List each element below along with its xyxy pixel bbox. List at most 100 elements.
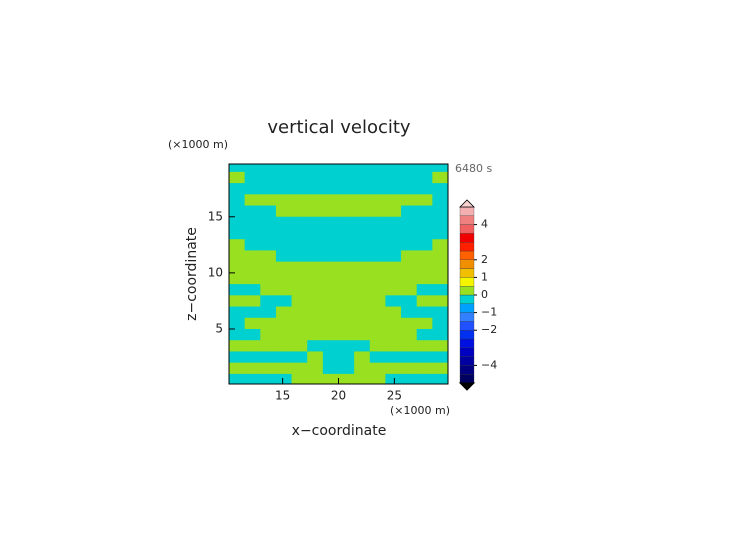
contour-cell: [338, 317, 355, 330]
contour-cell: [307, 351, 324, 364]
contour-cell: [322, 227, 339, 240]
contour-cell: [244, 284, 261, 296]
contour-cell: [369, 194, 386, 207]
contour-cell: [369, 227, 386, 240]
contour-cell: [244, 227, 261, 240]
contour-cell: [229, 317, 246, 330]
contour-cell: [275, 183, 293, 195]
contour-cell: [369, 306, 386, 319]
contour-cell: [338, 205, 355, 218]
contour-cell: [401, 239, 418, 251]
contour-cell: [385, 205, 402, 218]
contour-cell: [260, 171, 277, 184]
contour-cell: [416, 261, 433, 274]
contour-cell: [322, 164, 339, 173]
colorbar-segment: [459, 242, 475, 252]
contour-cell: [401, 362, 418, 375]
y-tick-label: 15: [208, 209, 223, 223]
contour-cell: [307, 362, 324, 375]
contour-cell: [416, 340, 433, 352]
contour-cell: [275, 317, 293, 330]
contour-cell: [275, 171, 293, 184]
contour-cell: [432, 329, 448, 341]
colorbar-segment: [459, 303, 475, 313]
contour-cell: [322, 306, 339, 319]
contour-cell: [275, 340, 293, 352]
contour-cell: [260, 194, 277, 207]
contour-cell: [291, 261, 308, 274]
contour-cell: [401, 250, 418, 263]
contour-cell: [354, 329, 371, 341]
colorbar-segment: [459, 365, 475, 375]
contour-cell: [432, 205, 448, 218]
colorbar-segment: [459, 356, 475, 366]
contour-cell: [322, 362, 339, 375]
contour-cell: [338, 373, 355, 384]
contour-cell: [307, 227, 324, 240]
contour-cell: [260, 216, 277, 229]
y-axis-label: z−coordinate: [184, 227, 200, 321]
contour-cell: [401, 171, 418, 184]
contour-cell: [432, 351, 448, 364]
contour-cell: [385, 306, 402, 319]
contour-cell: [338, 329, 355, 341]
contour-cell: [369, 183, 386, 195]
contour-cell: [338, 272, 355, 285]
contour-cell: [369, 373, 386, 384]
contour-cell: [291, 295, 308, 308]
contour-cell: [354, 284, 371, 296]
contour-cell: [401, 329, 418, 341]
contour-cell: [229, 216, 246, 229]
contour-cell: [385, 239, 402, 251]
contour-cell: [416, 205, 433, 218]
contour-cell: [385, 329, 402, 341]
colorbar-segment: [459, 250, 475, 260]
colorbar-segment: [459, 312, 475, 322]
colorbar-tick-label: −2: [481, 323, 497, 336]
contour-cell: [401, 183, 418, 195]
colorbar-segment: [459, 347, 475, 357]
contour-cell: [322, 205, 339, 218]
contour-cell: [260, 250, 277, 263]
contour-cell: [338, 261, 355, 274]
contour-cell: [322, 351, 339, 364]
contour-cell: [338, 250, 355, 263]
contour-cell: [322, 373, 339, 384]
contour-cell: [260, 329, 277, 341]
contour-cell: [307, 216, 324, 229]
contour-cell: [322, 239, 339, 251]
contour-cell: [307, 306, 324, 319]
contour-cell: [338, 164, 355, 173]
contour-cell: [275, 227, 293, 240]
contour-cell: [307, 373, 324, 384]
contour-cell: [291, 164, 308, 173]
contour-cell: [354, 272, 371, 285]
contour-cell: [229, 164, 246, 173]
colorbar-tick-label: 4: [481, 218, 488, 231]
contour-cell: [260, 351, 277, 364]
contour-cell: [260, 317, 277, 330]
contour-cell: [385, 295, 402, 308]
contour-cell: [291, 306, 308, 319]
contour-cell: [322, 194, 339, 207]
contour-cell: [322, 171, 339, 184]
contour-cell: [432, 317, 448, 330]
contour-cell: [307, 250, 324, 263]
contour-cell: [244, 250, 261, 263]
contour-cell: [229, 250, 246, 263]
contour-cell: [229, 306, 246, 319]
contour-cell: [369, 362, 386, 375]
contour-cell: [322, 261, 339, 274]
contour-cell: [385, 261, 402, 274]
contour-cell: [385, 272, 402, 285]
contour-cell: [229, 239, 246, 251]
contour-cell: [416, 194, 433, 207]
contour-cell: [385, 340, 402, 352]
contour-cell: [291, 227, 308, 240]
contour-cell: [244, 329, 261, 341]
contour-cell: [416, 351, 433, 364]
contour-cell: [275, 164, 293, 173]
contour-cell: [416, 329, 433, 341]
contour-cell: [260, 340, 277, 352]
contour-cell: [260, 239, 277, 251]
